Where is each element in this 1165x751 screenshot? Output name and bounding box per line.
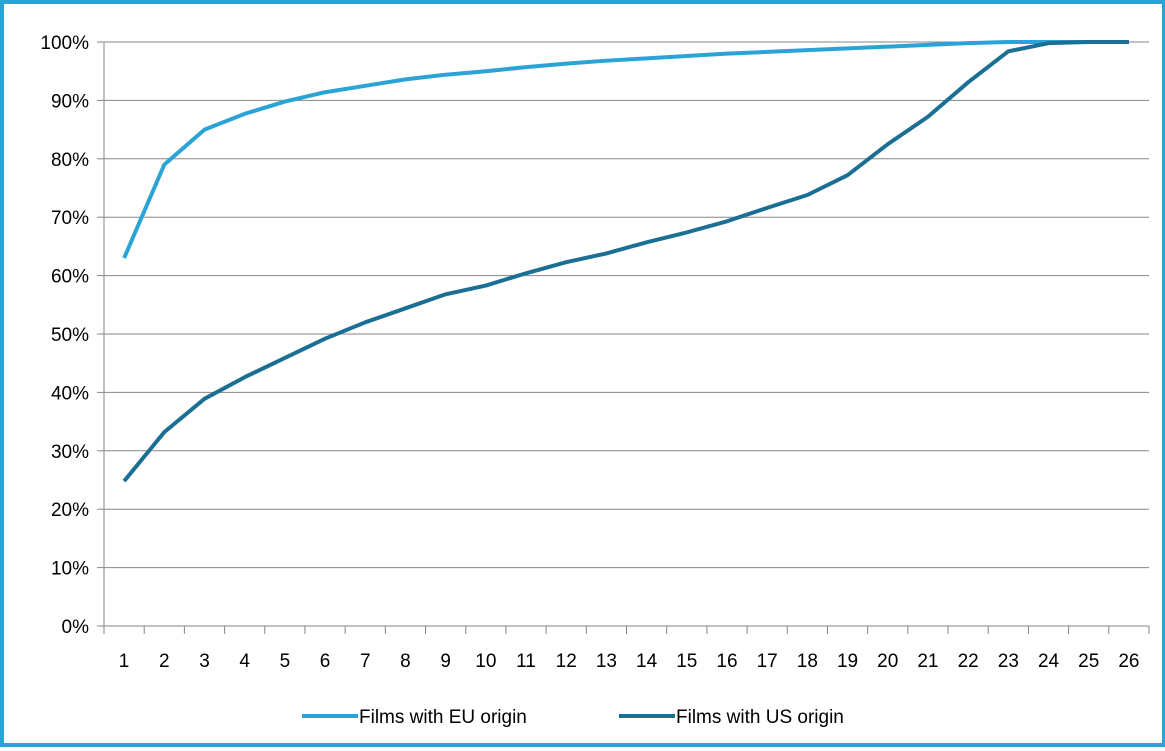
y-tick-label: 100% (40, 33, 89, 54)
data-point (162, 163, 166, 167)
x-tick-label: 5 (280, 651, 291, 672)
x-tick-label: 18 (797, 651, 818, 672)
x-tick-label: 14 (636, 651, 658, 672)
data-point (765, 50, 769, 54)
data-point (524, 271, 528, 275)
data-point (122, 256, 126, 260)
data-point (966, 80, 970, 84)
data-point (846, 46, 850, 50)
data-point (1127, 40, 1131, 44)
data-point (604, 251, 608, 255)
x-tick-label: 26 (1118, 651, 1139, 672)
data-point (403, 77, 407, 81)
data-point (283, 356, 287, 360)
x-tick-label: 20 (877, 651, 898, 672)
series-line-us-origin (122, 40, 1129, 483)
x-tick-label: 22 (958, 651, 979, 672)
data-point (323, 337, 327, 341)
data-point (725, 52, 729, 56)
series-lines (122, 40, 1131, 483)
data-point (1087, 40, 1091, 44)
data-point (1047, 41, 1051, 45)
data-point (444, 292, 448, 296)
data-point (805, 48, 809, 52)
x-tick-label: 24 (1038, 651, 1060, 672)
data-point (926, 115, 930, 119)
x-tick-label: 12 (556, 651, 577, 672)
y-tick-label: 20% (51, 500, 89, 521)
x-tick-label: 16 (716, 651, 737, 672)
data-point (966, 41, 970, 45)
data-point (645, 56, 649, 60)
data-point (202, 397, 206, 401)
data-point (886, 142, 890, 146)
data-point (886, 45, 890, 49)
x-tick-label: 3 (199, 651, 210, 672)
y-tick-label: 40% (51, 383, 89, 404)
axes: 0%10%20%30%40%50%60%70%80%90%100%1 2 3 4 5 6 7… (40, 33, 1150, 672)
data-point (243, 112, 247, 116)
data-point (604, 59, 608, 63)
x-tick-label: 9 (440, 651, 451, 672)
data-point (162, 430, 166, 434)
x-tick-label: 23 (998, 651, 1019, 672)
x-tick-label: 21 (917, 651, 938, 672)
data-point (926, 43, 930, 47)
data-point (765, 206, 769, 210)
y-tick-label: 30% (51, 442, 89, 463)
data-point (283, 100, 287, 104)
data-point (524, 65, 528, 69)
data-point (403, 306, 407, 310)
data-point (484, 284, 488, 288)
x-tick-label: 10 (475, 651, 496, 672)
data-point (243, 375, 247, 379)
y-tick-label: 90% (51, 91, 89, 112)
data-point (564, 62, 568, 66)
x-tick-label: 2 (159, 651, 170, 672)
x-tick-label: 6 (320, 651, 331, 672)
data-point (363, 320, 367, 324)
legend: Films with EU origin Films with US origin (302, 707, 844, 728)
data-point (1006, 49, 1010, 53)
data-point (444, 73, 448, 77)
data-point (564, 260, 568, 264)
data-point (805, 193, 809, 197)
y-tick-label: 60% (51, 267, 89, 288)
line-chart: 0%10%20%30%40%50%60%70%80%90%100%1 2 3 4 5 6 7… (40, 33, 1150, 728)
x-tick-label: 4 (239, 651, 250, 672)
y-tick-label: 70% (51, 208, 89, 229)
y-tick-label: 0% (62, 617, 90, 638)
y-tick-label: 80% (51, 150, 89, 171)
data-point (846, 173, 850, 177)
data-point (202, 128, 206, 132)
legend-label: Films with EU origin (359, 707, 527, 728)
x-tick-label: 1 (119, 651, 130, 672)
x-tick-label: 13 (596, 651, 617, 672)
x-tick-label: 17 (757, 651, 778, 672)
data-point (122, 479, 126, 483)
y-tick-label: 50% (51, 325, 89, 346)
data-point (1006, 40, 1010, 44)
x-tick-label: 8 (400, 651, 411, 672)
data-point (685, 54, 689, 58)
data-point (484, 69, 488, 73)
y-tick-label: 10% (51, 559, 89, 580)
data-point (323, 90, 327, 94)
data-point (363, 84, 367, 88)
data-point (645, 240, 649, 244)
gridlines (104, 41, 1149, 569)
x-tick-label: 25 (1078, 651, 1099, 672)
x-tick-label: 11 (516, 651, 536, 672)
data-point (725, 219, 729, 223)
legend-label: Films with US origin (676, 707, 844, 728)
x-tick-label: 7 (360, 651, 371, 672)
series-line-eu-origin (122, 40, 1129, 259)
data-point (685, 230, 689, 234)
x-tick-label: 15 (676, 651, 697, 672)
x-tick-label: 19 (837, 651, 858, 672)
